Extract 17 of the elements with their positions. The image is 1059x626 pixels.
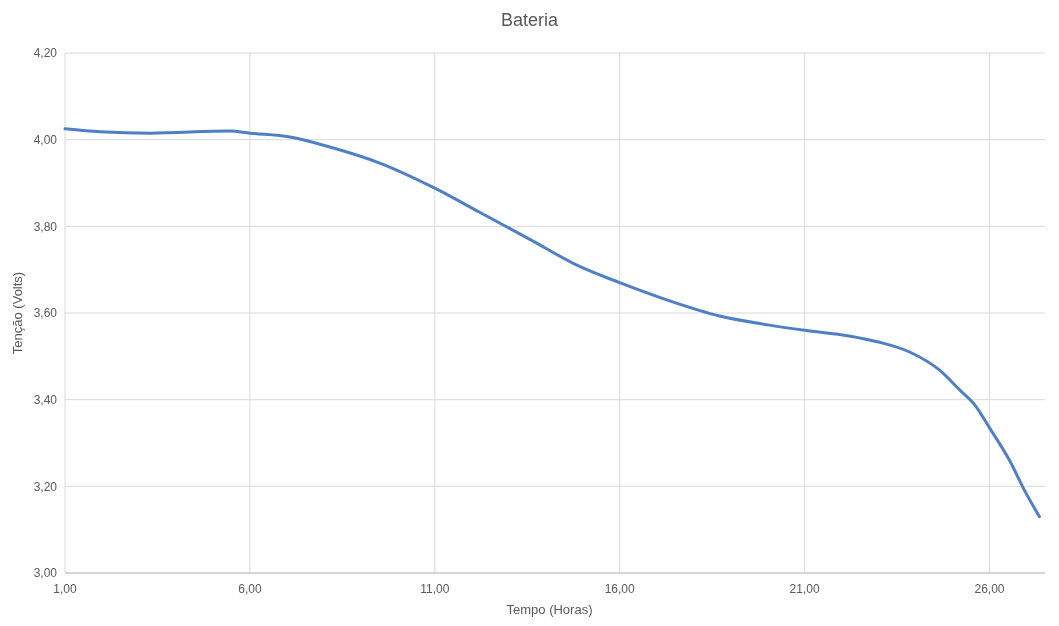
y-tick-label: 4,00 bbox=[33, 132, 58, 147]
x-tick-label: 21,00 bbox=[789, 582, 820, 596]
line-series bbox=[63, 127, 1041, 519]
x-tick-label: 1,00 bbox=[53, 582, 77, 596]
y-tick-label: 3,40 bbox=[33, 392, 58, 407]
y-tick-label: 4,20 bbox=[33, 46, 58, 61]
y-tick-label: 3,00 bbox=[33, 566, 58, 581]
x-tick-label: 6,00 bbox=[238, 582, 262, 596]
y-tick-label: 3,80 bbox=[33, 219, 58, 234]
x-tick-label: 26,00 bbox=[974, 582, 1005, 596]
y-tick-label: 3,20 bbox=[33, 479, 58, 494]
y-tick-label: 3,60 bbox=[33, 306, 58, 321]
x-tick-label: 11,00 bbox=[420, 582, 450, 596]
x-tick-label: 16,00 bbox=[604, 582, 636, 596]
chart-title: Bateria bbox=[500, 10, 559, 30]
x-axis-title: Tempo (Horas) bbox=[506, 602, 593, 617]
y-axis-title: Tenção (Volts) bbox=[10, 271, 25, 355]
